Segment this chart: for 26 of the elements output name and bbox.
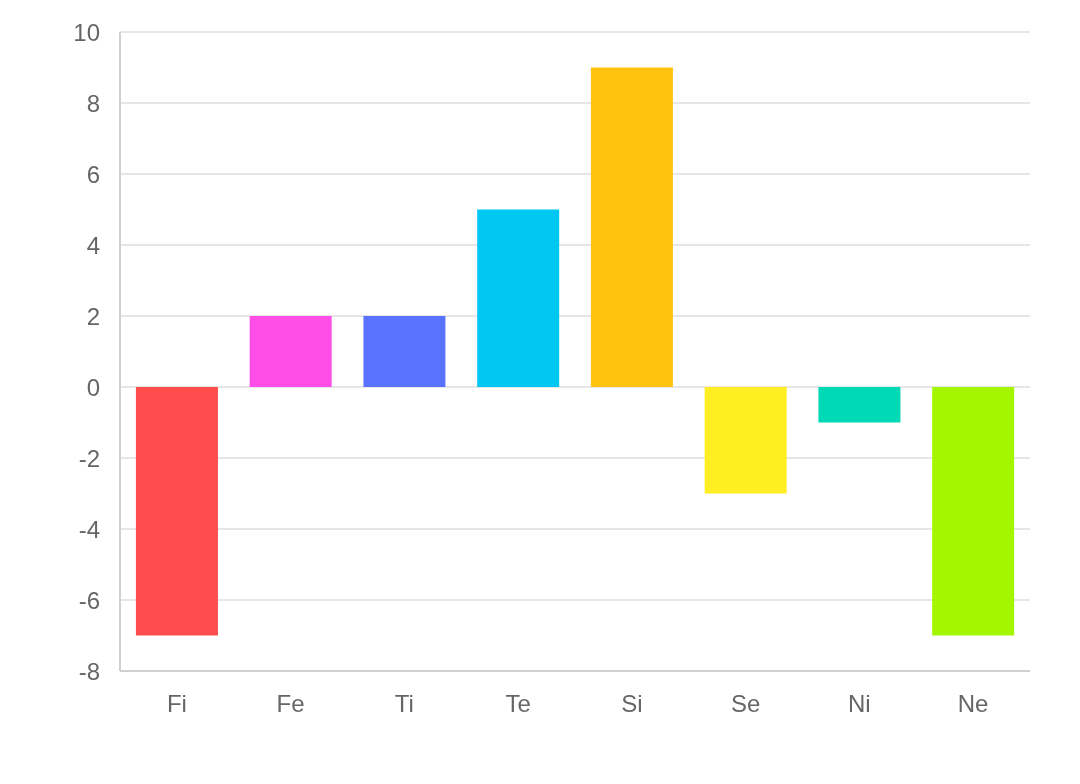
bar	[590, 67, 673, 387]
bar	[249, 316, 332, 387]
x-tick-label: Se	[730, 690, 761, 718]
x-tick-label: Ne	[957, 690, 989, 718]
y-tick-label: 2	[86, 302, 100, 330]
y-tick-label: 10	[73, 18, 100, 46]
y-tick-label: 0	[86, 373, 100, 401]
x-tick-label: Ti	[394, 690, 414, 718]
x-tick-label: Fe	[276, 690, 305, 718]
y-tick-label: -6	[78, 586, 100, 614]
y-tick-label: -8	[78, 657, 100, 685]
y-tick-label: 6	[86, 160, 100, 188]
bar	[704, 387, 787, 494]
x-tick-label: Te	[505, 690, 531, 718]
bar	[932, 387, 1015, 636]
bar	[477, 209, 560, 387]
x-tick-label: Fi	[166, 690, 187, 718]
bar	[135, 387, 218, 636]
y-tick-label: -4	[78, 515, 100, 543]
bar	[363, 316, 446, 387]
y-tick-label: 8	[86, 89, 100, 117]
x-tick-label: Ni	[848, 690, 871, 718]
bar	[818, 387, 901, 423]
y-tick-label: -2	[78, 444, 100, 472]
y-tick-label: 4	[86, 231, 100, 259]
x-tick-label: Si	[621, 690, 643, 718]
